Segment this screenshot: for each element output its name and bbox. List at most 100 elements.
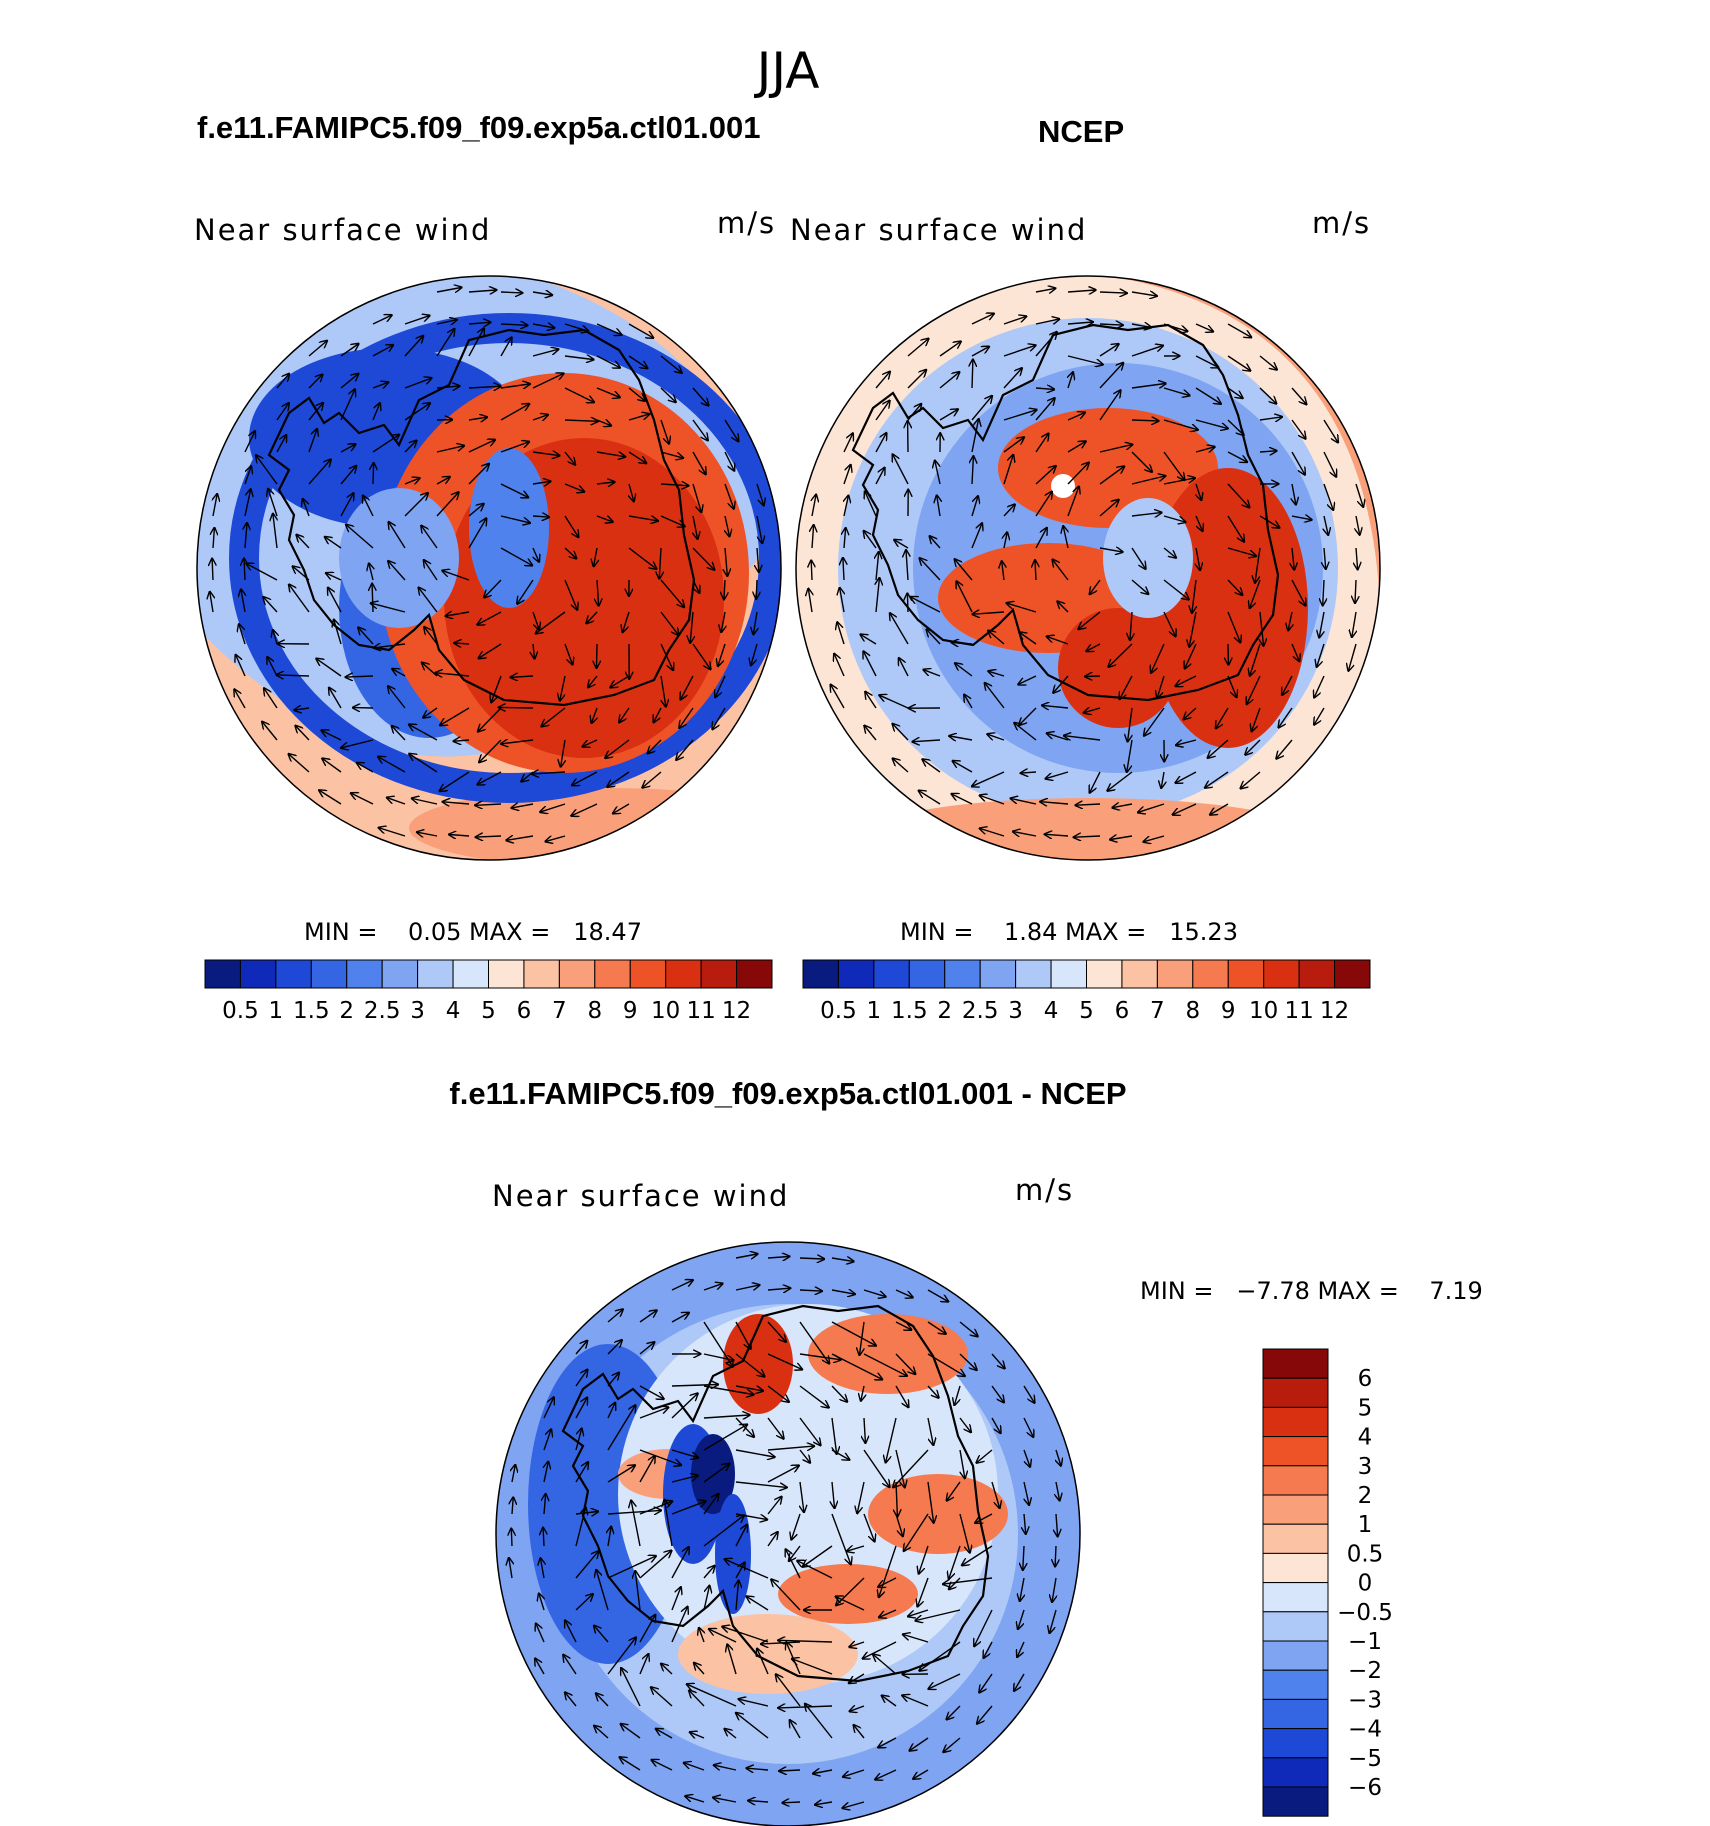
wind-vector-arrow [974, 1609, 993, 1646]
wind-vector-arrow [1056, 1449, 1061, 1465]
wind-vector-arrow [1099, 344, 1118, 357]
wind-vector-arrow [587, 611, 598, 623]
wind-vector-arrow [532, 516, 549, 517]
wind-vector-arrow [564, 356, 593, 360]
wind-vector-arrow [1064, 736, 1101, 740]
wind-vector-arrow [895, 1353, 915, 1374]
wind-vector-arrow [1007, 603, 1037, 613]
model-map [197, 276, 781, 860]
wind-vector-arrow [1035, 319, 1059, 325]
wind-vector-arrow [276, 403, 289, 421]
wind-vector-arrow [1003, 455, 1013, 485]
wind-vector-arrow [739, 1699, 769, 1707]
wind-vector-arrow [1250, 579, 1261, 608]
wind-vector-arrow [1111, 836, 1133, 840]
wind-vector-arrow [613, 803, 630, 813]
wind-vector-arrow [213, 528, 214, 549]
diff-colorbar-swatch [1262, 1698, 1329, 1730]
wind-vector-arrow [1208, 739, 1229, 758]
wind-vector-arrow [372, 403, 380, 421]
wind-vector-arrow [422, 526, 438, 549]
wind-vector-arrow [864, 652, 877, 677]
wind-vector-arrow [686, 1796, 705, 1803]
wind-vector-arrow [449, 835, 470, 837]
wind-vector-arrow [596, 515, 612, 522]
wind-vector-arrow [977, 1705, 993, 1723]
wind-vector-arrow [468, 440, 495, 453]
wind-vector-arrow [904, 1513, 929, 1551]
wind-vector-arrow [372, 315, 391, 325]
wind-vector-arrow [813, 1770, 833, 1774]
wind-vector-arrow [865, 726, 877, 741]
wind-vector-arrow [372, 435, 399, 453]
wind-vector-arrow [687, 1684, 737, 1707]
wind-vector-arrow [703, 1566, 714, 1579]
wind-vector-arrow [890, 614, 909, 645]
diff-colorbar-swatch [1262, 1728, 1329, 1759]
wind-vector-arrow [1259, 355, 1277, 369]
wind-vector-arrow [561, 739, 565, 766]
wind-vector-arrow [404, 378, 431, 389]
obs-map [796, 276, 1380, 860]
wind-vector-arrow [500, 442, 529, 453]
wind-vector-arrow [1067, 463, 1089, 485]
wind-vector-arrow [747, 1597, 769, 1611]
wind-vector-arrow [1250, 643, 1261, 675]
wind-vector-arrow [1195, 323, 1213, 331]
wind-vector-arrow [895, 1449, 905, 1487]
wind-vector-arrow [608, 1527, 611, 1547]
wind-vector-arrow [628, 515, 658, 521]
wind-vector-arrow [357, 763, 374, 773]
wind-vector-arrow [1352, 611, 1356, 637]
wind-vector-arrow [512, 804, 534, 808]
wind-vector-arrow [875, 401, 889, 421]
wind-vector-arrow [1108, 771, 1133, 791]
wind-vector-arrow [1023, 1449, 1030, 1466]
wind-vector-arrow [811, 561, 812, 581]
model-colorbar-tick-label: 10 [651, 998, 680, 1024]
model-colorbar-tick-label: 11 [686, 998, 715, 1024]
wind-vector-arrow [1195, 419, 1228, 428]
season-title: JJA [754, 42, 820, 100]
wind-vector-arrow [866, 692, 877, 709]
wind-vector-arrow [575, 1429, 582, 1451]
wind-vector-arrow [289, 754, 310, 773]
wind-vector-arrow [478, 771, 502, 784]
wind-vector-arrow [671, 1501, 705, 1515]
wind-vector-arrow [334, 620, 342, 645]
wind-vector-arrow [1068, 373, 1073, 389]
wind-vector-arrow [478, 611, 502, 625]
wind-vector-arrow [1003, 345, 1035, 357]
wind-vector-arrow [340, 344, 358, 357]
diff-colorbar-tick-label: −1 [1348, 1629, 1382, 1655]
wind-vector-arrow [692, 387, 708, 405]
wind-vector-arrow [1259, 515, 1279, 528]
wind-vector-arrow [725, 515, 729, 536]
wind-vector-arrow [937, 496, 940, 517]
wind-vector-arrow [703, 1516, 744, 1547]
wind-vector-arrow [767, 1385, 789, 1402]
model-colorbar-swatch [665, 959, 702, 989]
wind-vector-arrow [1255, 547, 1261, 582]
wind-vector-arrow [660, 451, 683, 458]
wind-vector-arrow [436, 320, 457, 324]
wind-vector-arrow [1355, 579, 1356, 603]
wind-vector-arrow [803, 1545, 833, 1567]
wind-vector-arrow [1113, 804, 1133, 808]
wind-vector-arrow [1176, 771, 1197, 783]
wind-vector-arrow [735, 1563, 745, 1579]
wind-vector-arrow [1227, 483, 1249, 507]
wind-vector-arrow [991, 1353, 1004, 1368]
wind-vector-arrow [404, 493, 428, 517]
wind-vector-arrow [546, 835, 566, 841]
wind-vector-arrow [690, 1732, 705, 1738]
wind-vector-arrow [564, 387, 594, 402]
wind-vector-arrow [665, 1500, 673, 1547]
wind-vector-arrow [476, 804, 502, 805]
wind-vector-arrow [213, 494, 217, 517]
wind-vector-arrow [1047, 637, 1069, 645]
wind-vector-arrow [346, 525, 374, 549]
wind-vector-arrow [479, 643, 502, 658]
wind-vector-arrow [953, 761, 973, 773]
wind-vector-arrow [907, 370, 926, 389]
